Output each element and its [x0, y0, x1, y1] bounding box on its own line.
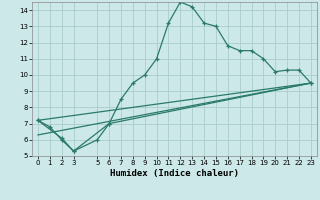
X-axis label: Humidex (Indice chaleur): Humidex (Indice chaleur): [110, 169, 239, 178]
